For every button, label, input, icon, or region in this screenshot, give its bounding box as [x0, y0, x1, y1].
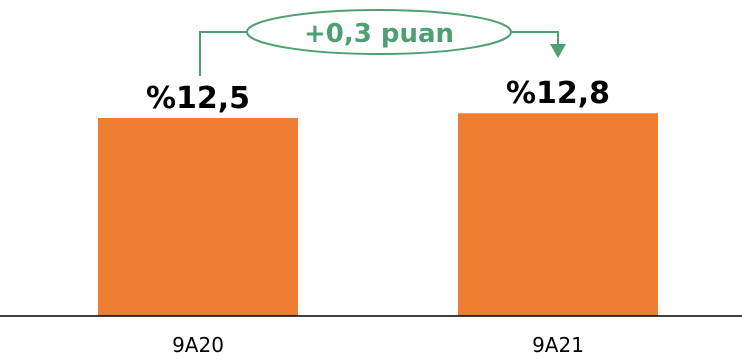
category-tick-9A20: 9A20: [172, 333, 224, 357]
category-tick-9A21: 9A21: [532, 333, 584, 357]
value-label-9A20: %12,5: [146, 81, 250, 116]
category-ticks-group: 9A20 9A21: [172, 333, 584, 357]
annotation-connector: [199, 31, 559, 76]
annotation-text: +0,3 puan: [304, 19, 454, 49]
bars-group: [98, 113, 658, 316]
change-annotation: +0,3 puan: [199, 9, 566, 76]
value-labels-group: %12,5 %12,8: [146, 76, 610, 116]
annotation-arrowhead: [550, 44, 566, 58]
annotation-ellipse: [246, 9, 512, 55]
bar-9A20: [98, 118, 298, 316]
bar-9A21: [458, 113, 658, 316]
value-label-9A21: %12,8: [506, 76, 610, 111]
